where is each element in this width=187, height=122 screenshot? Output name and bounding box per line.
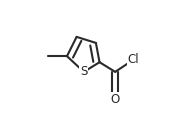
Text: Cl: Cl: [128, 53, 139, 66]
Text: O: O: [111, 93, 120, 106]
Text: S: S: [80, 65, 88, 78]
